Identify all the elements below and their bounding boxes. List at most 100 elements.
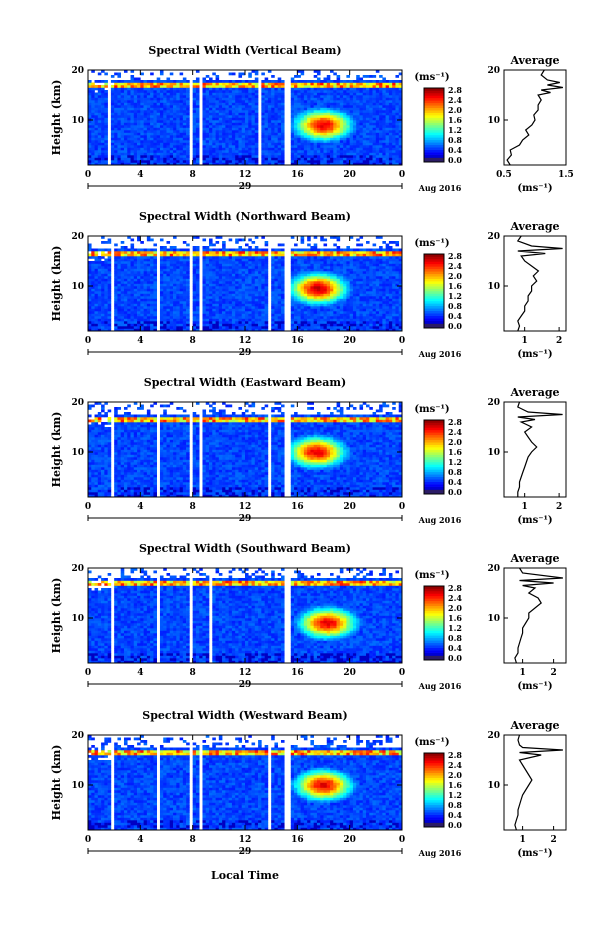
- heatmap-cell: [392, 92, 396, 96]
- heatmap-cell: [362, 110, 367, 113]
- heatmap-cell: [398, 140, 403, 143]
- heatmap-cell: [107, 258, 112, 262]
- heatmap-cell: [212, 87, 216, 91]
- heatmap-cell: [316, 120, 321, 123]
- heatmap-cell: [107, 251, 112, 254]
- heatmap-cell: [137, 80, 141, 83]
- heatmap-cell: [336, 80, 341, 83]
- heatmap-cell: [248, 321, 252, 324]
- heatmap-cell: [114, 263, 118, 267]
- heatmap-cell: [215, 318, 220, 322]
- heatmap-cell: [245, 117, 249, 121]
- heatmap-cell: [195, 296, 200, 299]
- heatmap-cell: [88, 298, 92, 302]
- heatmap-cell: [205, 90, 210, 93]
- heatmap-cell: [212, 323, 216, 327]
- heatmap-cell: [398, 100, 403, 103]
- heatmap-cell: [352, 152, 357, 156]
- heatmap-cell: [186, 298, 190, 302]
- heatmap-cell: [88, 152, 92, 156]
- heatmap-cell: [398, 95, 403, 98]
- heatmap-cell: [205, 276, 210, 279]
- heatmap-cell: [140, 283, 144, 287]
- heatmap-cell: [130, 291, 135, 294]
- heatmap-cell: [218, 268, 223, 272]
- heatmap-cell: [320, 102, 324, 106]
- heatmap-cell: [398, 152, 403, 156]
- heatmap-cell: [202, 155, 207, 158]
- heatmap-cell: [218, 90, 223, 93]
- heatmap-cell: [248, 100, 252, 103]
- heatmap-cell: [254, 77, 259, 81]
- heatmap-cell: [179, 266, 184, 269]
- heatmap-cell: [123, 263, 128, 267]
- heatmap-cell: [290, 117, 295, 121]
- heatmap-cell: [202, 256, 207, 259]
- heatmap-cell: [140, 82, 144, 86]
- heatmap-cell: [163, 266, 167, 269]
- heatmap-cell: [186, 268, 190, 272]
- heatmap-cell: [333, 112, 337, 116]
- heatmap-cell: [385, 117, 390, 121]
- heatmap-cell: [182, 318, 187, 322]
- heatmap-cell: [225, 160, 229, 163]
- heatmap-cell: [94, 107, 99, 111]
- heatmap-cell: [120, 258, 125, 262]
- heatmap-cell: [228, 92, 233, 96]
- heatmap-cell: [182, 100, 187, 103]
- heatmap-cell: [248, 268, 252, 272]
- heatmap-cell: [290, 142, 295, 146]
- heatmap-cell: [123, 293, 128, 297]
- heatmap-cell: [238, 263, 243, 267]
- heatmap-cell: [388, 122, 393, 126]
- heatmap-cell: [316, 90, 321, 93]
- heatmap-cell: [261, 102, 265, 106]
- heatmap-cell: [169, 105, 174, 108]
- heatmap-cell: [336, 132, 341, 136]
- heatmap-cell: [218, 276, 223, 279]
- heatmap-cell: [130, 122, 135, 126]
- heatmap-cell: [352, 142, 357, 146]
- heatmap-cell: [205, 301, 210, 304]
- heatmap-cell: [117, 120, 122, 123]
- heatmap-cell: [192, 291, 197, 294]
- heatmap-cell: [379, 107, 383, 111]
- heatmap-cell: [130, 246, 135, 249]
- heatmap-cell: [313, 152, 318, 156]
- heatmap-cell: [261, 100, 265, 103]
- heatmap-cell: [212, 110, 216, 113]
- heatmap-cell: [264, 85, 269, 88]
- heatmap-cell: [163, 115, 167, 118]
- heatmap-cell: [209, 160, 213, 163]
- heatmap-cell: [222, 293, 226, 297]
- heatmap-cell: [264, 293, 269, 297]
- heatmap-cell: [212, 326, 216, 329]
- heatmap-cell: [173, 112, 177, 116]
- heatmap-cell: [176, 313, 180, 317]
- heatmap-cell: [101, 110, 105, 113]
- heatmap-cell: [222, 303, 226, 307]
- heatmap-cell: [274, 135, 279, 138]
- heatmap-cell: [225, 122, 229, 126]
- heatmap-cell: [307, 150, 311, 153]
- heatmap-cell: [274, 90, 279, 93]
- heatmap-cell: [179, 155, 184, 158]
- heatmap-cell: [366, 87, 370, 91]
- heatmap-cell: [150, 326, 154, 329]
- heatmap-cell: [212, 271, 216, 274]
- heatmap-cell: [117, 326, 122, 329]
- heatmap-cell: [271, 132, 275, 136]
- heatmap-cell: [280, 102, 285, 106]
- heatmap-cell: [218, 112, 223, 116]
- heatmap-cell: [123, 278, 128, 282]
- heatmap-cell: [195, 102, 200, 106]
- heatmap-cell: [179, 251, 184, 254]
- heatmap-cell: [251, 120, 256, 123]
- heatmap-cell: [117, 271, 122, 274]
- heatmap-cell: [241, 72, 246, 76]
- heatmap-cell: [251, 112, 256, 116]
- heatmap-cell: [356, 80, 360, 83]
- heatmap-cell: [241, 301, 246, 304]
- heatmap-cell: [310, 140, 314, 143]
- heatmap-cell: [238, 92, 243, 96]
